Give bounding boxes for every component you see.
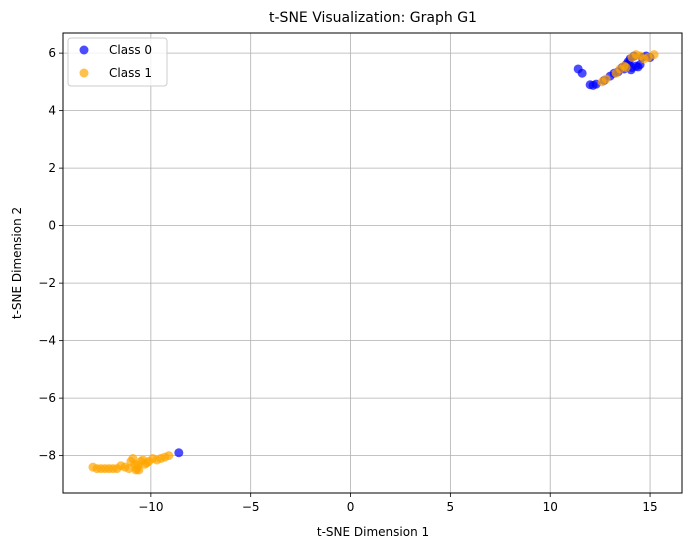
x-tick-label: −10	[138, 500, 163, 514]
point-class-1	[601, 74, 611, 84]
chart-title: t-SNE Visualization: Graph G1	[269, 10, 477, 26]
y-tick-label: −4	[38, 334, 56, 348]
x-axis-label: t-SNE Dimension 1	[317, 525, 429, 539]
legend-label-class-0: Class 0	[109, 43, 152, 57]
x-tick-label: 15	[642, 500, 657, 514]
point-class-1	[619, 61, 629, 71]
grid-lines	[63, 33, 682, 493]
legend-marker-class-1	[79, 68, 89, 78]
x-tick-label: 5	[447, 500, 455, 514]
y-tick-label: 0	[48, 219, 56, 233]
point-class-0	[577, 68, 587, 78]
y-tick-label: −6	[38, 391, 56, 405]
axis-ticks: −10 −5 0 5 10 15 −8 −6 −4 −2 0 2 4 6	[38, 46, 657, 514]
y-tick-label: 6	[48, 46, 56, 60]
y-tick-label: −2	[38, 276, 56, 290]
legend-box	[67, 37, 168, 87]
point-class-0	[174, 448, 184, 458]
y-axis-label: t-SNE Dimension 2	[10, 207, 24, 319]
x-tick-label: 0	[347, 500, 355, 514]
legend-label-class-1: Class 1	[109, 66, 152, 80]
y-tick-label: 2	[48, 161, 56, 175]
point-class-1	[649, 50, 659, 60]
point-class-1	[133, 461, 143, 471]
x-tick-label: 10	[543, 500, 558, 514]
legend: Class 0 Class 1	[67, 37, 168, 87]
point-class-1	[164, 451, 174, 461]
plot-frame	[62, 32, 683, 494]
y-tick-label: 4	[48, 104, 56, 118]
data-points	[88, 50, 659, 475]
x-tick-label: −5	[242, 500, 260, 514]
y-tick-label: −8	[38, 449, 56, 463]
legend-marker-class-0	[79, 45, 89, 55]
